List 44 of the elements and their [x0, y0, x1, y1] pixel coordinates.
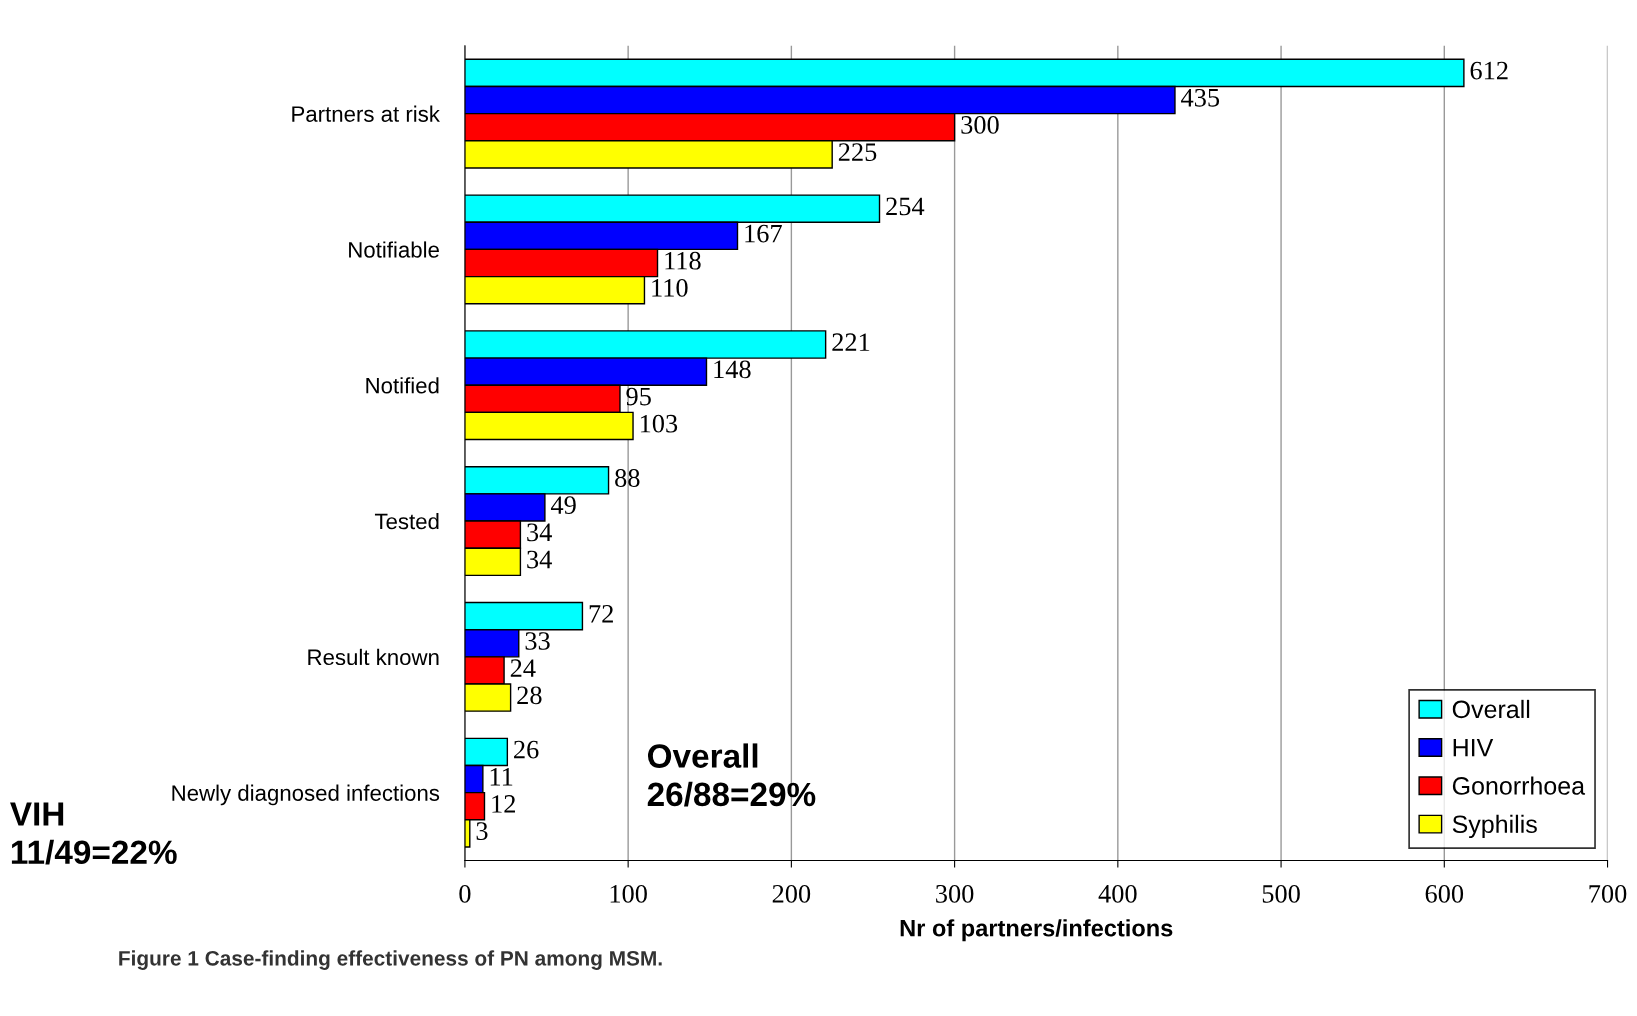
data-label: 300 [961, 116, 999, 134]
data-label: 148 [714, 360, 751, 379]
legend-label: Overall [1452, 699, 1530, 719]
y-tick-label: Notified [366, 377, 439, 394]
data-label: 34 [527, 523, 552, 542]
y-tick-label: Partners at risk [292, 105, 440, 122]
data-label: 3 [476, 822, 488, 840]
x-tick-label: 0 [459, 884, 471, 903]
x-tick-label: 600 [1425, 884, 1464, 903]
x-tick-label: 100 [610, 884, 647, 903]
x-tick-label: 300 [936, 884, 974, 903]
data-label: 24 [510, 659, 536, 677]
data-label: 110 [652, 278, 688, 297]
x-tick-label: 200 [772, 884, 811, 903]
x-tick-label: 500 [1262, 884, 1300, 903]
data-label: 225 [838, 143, 877, 161]
data-label: 88 [615, 469, 640, 487]
annotation: Overall 26/88=29% [647, 743, 816, 807]
data-label: 612 [1470, 61, 1508, 80]
data-label: 435 [1181, 88, 1220, 107]
data-label: 118 [665, 251, 701, 270]
legend-label: Gonorrhoea [1452, 776, 1586, 795]
legend-label: HIV [1453, 739, 1494, 757]
data-label: 26 [514, 740, 539, 759]
data-label: 11 [490, 767, 513, 786]
legend-label: Syphilis [1452, 814, 1537, 839]
data-label: 72 [589, 604, 613, 623]
x-axis-title: Nr of partners/infections [900, 919, 1173, 942]
data-label: 12 [492, 795, 515, 813]
data-label: 49 [550, 496, 576, 515]
data-label: 95 [626, 387, 651, 406]
x-tick-label: 400 [1098, 884, 1137, 903]
data-label: 34 [527, 550, 552, 569]
y-tick-label: Tested [374, 512, 439, 530]
caption: Figure 1 Case-finding effectiveness of PN among MSM. [119, 950, 662, 970]
y-tick-label: Notifiable [349, 241, 439, 258]
data-label: 103 [640, 414, 678, 433]
data-label: 28 [517, 686, 542, 705]
x-tick-label: 700 [1589, 884, 1627, 903]
data-label: 167 [745, 224, 782, 243]
y-tick-label: Result known [308, 648, 439, 666]
data-label: 33 [525, 632, 550, 650]
data-label: 221 [832, 333, 870, 351]
data-label: 254 [886, 197, 925, 216]
